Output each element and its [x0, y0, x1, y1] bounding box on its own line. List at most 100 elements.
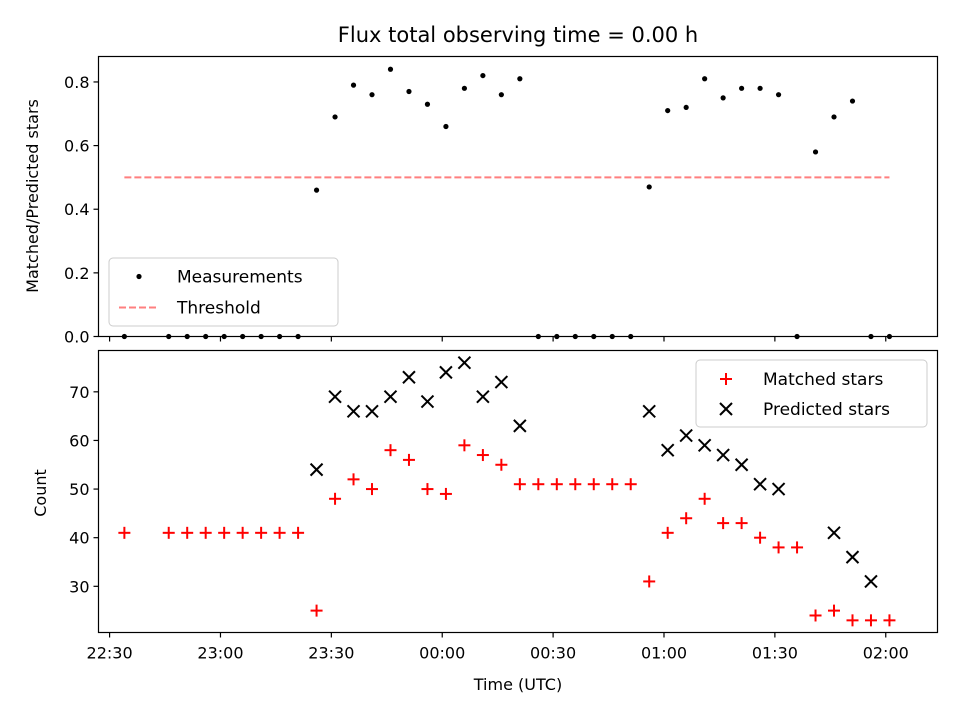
- predicted-star-point: [494, 375, 509, 389]
- matched-star-point: [680, 512, 693, 525]
- top-y-tick-label: 0.4: [64, 200, 89, 219]
- matched-star-point: [181, 526, 194, 539]
- x-tick-label: 00:30: [530, 644, 576, 663]
- top-legend-box: [108, 257, 339, 327]
- legend-matched-label: Matched stars: [763, 370, 883, 390]
- legend-predicted-label: Predicted stars: [763, 400, 890, 420]
- matched-star-point: [513, 478, 526, 491]
- measurement-point: [406, 88, 412, 95]
- predicted-star-point: [457, 355, 472, 370]
- predicted-star-point: [439, 365, 453, 380]
- measurement-point: [831, 114, 837, 120]
- measurement-point: [757, 85, 763, 91]
- matched-star-point: [292, 526, 305, 539]
- matched-star-point: [643, 575, 656, 588]
- predicted-star-point: [365, 404, 379, 418]
- legend-predicted-marker: [719, 402, 733, 416]
- predicted-star-point: [346, 404, 361, 418]
- matched-star-point: [162, 526, 175, 539]
- predicted-star-point: [734, 458, 749, 472]
- chart-title: Flux total observing time = 0.00 h: [338, 23, 698, 47]
- top-x-ticks: [108, 336, 887, 342]
- matched-star-point: [772, 541, 785, 554]
- matched-star-point: [587, 478, 600, 491]
- measurement-point: [739, 85, 745, 91]
- matched-star-point: [791, 541, 804, 554]
- bottom-y-ticks: 30 40 50 60 70: [69, 383, 99, 596]
- matched-star-point: [661, 526, 674, 539]
- legend-measurements-marker: [136, 273, 142, 280]
- predicted-star-point: [420, 394, 435, 409]
- matched-star-point: [809, 609, 822, 622]
- matched-star-point: [698, 492, 711, 505]
- matched-star-point: [735, 517, 748, 530]
- measurement-point: [350, 82, 357, 88]
- matched-star-point: [273, 526, 286, 539]
- predicted-star-point: [864, 574, 878, 589]
- predicted-star-point: [642, 404, 656, 418]
- predicted-star-point: [771, 482, 786, 496]
- matched-star-point: [366, 483, 379, 496]
- matched-star-point: [883, 614, 896, 627]
- measurement-point: [498, 92, 504, 98]
- predicted-star-point: [476, 389, 490, 404]
- top-axes-frame: [97, 55, 939, 338]
- bottom-y-tick-label: 70: [69, 383, 89, 402]
- matched-star-point: [347, 473, 360, 486]
- matched-star-point: [218, 526, 231, 539]
- predicted-star-point: [845, 550, 860, 564]
- top-y-ticks: 0.0 0.2 0.4 0.6 0.8: [64, 73, 99, 347]
- matched-star-point: [532, 478, 545, 491]
- matched-star-point: [754, 531, 767, 544]
- x-tick-label: 02:00: [863, 644, 909, 663]
- bottom-y-axis-label: Count: [31, 469, 50, 517]
- count-panel: Count Time (UTC) 30 40 50 60 70 22:30 23:00 23…: [31, 349, 939, 694]
- ratio-panel: Flux total observing time = 0.00 h Match…: [23, 23, 939, 347]
- matched-star-point: [236, 526, 249, 539]
- matched-star-point: [118, 526, 131, 539]
- matched-star-point: [458, 439, 471, 452]
- matched-star-point: [846, 614, 859, 627]
- predicted-star-point: [328, 389, 342, 404]
- x-tick-label: 23:30: [308, 644, 354, 663]
- bottom-legend: Matched stars Predicted stars: [695, 359, 928, 428]
- measurement-point: [702, 76, 708, 82]
- measurement-point: [517, 76, 523, 82]
- predicted-star-point: [697, 438, 712, 453]
- predicted-star-point: [679, 428, 693, 443]
- x-axis-label: Time (UTC): [473, 675, 562, 694]
- matched-star-point: [606, 478, 619, 491]
- top-y-tick-label: 0.2: [64, 264, 89, 283]
- measurement-point: [646, 184, 652, 190]
- bottom-y-tick-label: 30: [69, 577, 89, 596]
- matched-star-point: [624, 478, 637, 491]
- bottom-legend-box: [695, 359, 928, 428]
- matched-star-point: [569, 478, 582, 491]
- predicted-star-point: [716, 448, 730, 462]
- matched-star-point: [717, 517, 730, 530]
- predicted-star-point: [513, 419, 527, 433]
- top-legend: Measurements Threshold: [108, 257, 339, 327]
- predicted-stars-series: [309, 355, 878, 589]
- legend-threshold-label: Threshold: [176, 299, 261, 319]
- matched-star-point: [439, 487, 452, 500]
- legend-measurements-label: Measurements: [177, 268, 303, 288]
- matched-star-point: [550, 478, 563, 491]
- measurement-point: [443, 123, 449, 130]
- matched-star-point: [255, 526, 268, 539]
- measurement-point: [480, 72, 486, 79]
- matched-star-point: [421, 483, 434, 496]
- x-tick-label: 01:30: [752, 644, 798, 663]
- measurement-point: [720, 95, 726, 101]
- matched-star-point: [384, 444, 397, 457]
- predicted-star-point: [660, 443, 675, 457]
- measurement-point: [665, 107, 671, 114]
- top-y-tick-label: 0.6: [64, 137, 89, 156]
- x-tick-label: 01:00: [641, 644, 687, 663]
- measurement-point: [775, 92, 782, 98]
- measurement-point: [332, 114, 338, 120]
- matched-star-point: [495, 458, 508, 471]
- matched-star-point: [310, 604, 323, 617]
- measurement-point: [424, 101, 431, 107]
